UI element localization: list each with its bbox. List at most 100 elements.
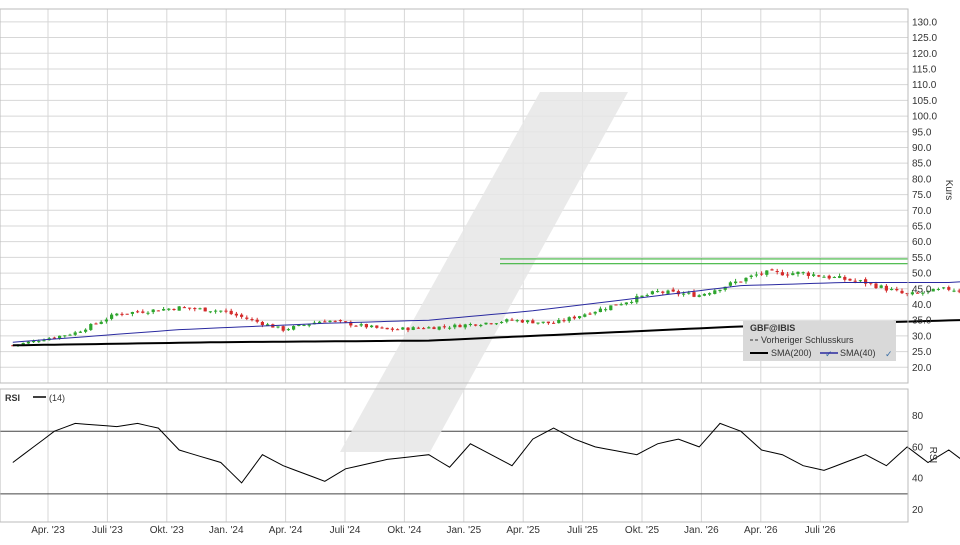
candle-body [442, 326, 446, 328]
candle-body [500, 321, 504, 323]
candle-body [713, 290, 717, 294]
candle-body [416, 327, 420, 329]
candle-body [188, 307, 192, 309]
candle-body [26, 341, 30, 344]
candle-body [739, 281, 743, 283]
candle-body [333, 320, 337, 322]
price-y-tick-label: 40.0 [912, 300, 932, 311]
candle-body [578, 316, 582, 319]
candle-body [234, 313, 238, 316]
candle-body [848, 278, 852, 281]
price-y-tick-label: 100.0 [912, 112, 937, 123]
candle-body [817, 275, 821, 277]
candle-body [73, 332, 77, 335]
candle-body [203, 307, 207, 312]
candle-body [484, 322, 488, 325]
x-tick-label: Jan. '25 [446, 525, 481, 536]
candle-body [130, 311, 134, 314]
candle-body [734, 281, 738, 284]
legend-prev-close: Vorheriger Schlusskurs [761, 335, 854, 345]
sma200-line [12, 319, 960, 347]
candle-body [775, 270, 779, 272]
candle-body [526, 320, 530, 323]
candle-body [182, 307, 186, 309]
price-y-tick-label: 75.0 [912, 190, 932, 201]
candle-body [656, 291, 660, 293]
candle-body [552, 322, 556, 324]
x-tick-label: Jan. '24 [209, 525, 244, 536]
candle-body [84, 329, 88, 332]
candle-body [796, 271, 800, 275]
candle-body [390, 328, 394, 330]
candle-body [58, 335, 62, 339]
axes: Apr. '23 Juli '23 Okt. '23 Jan. '24 Apr. '24… [0, 8, 937, 536]
price-y-tick-label: 20.0 [912, 363, 932, 374]
rsi-y-tick-label: 20 [912, 505, 924, 516]
candle-body [557, 319, 561, 324]
legend-sma200-check[interactable]: ✓ [825, 349, 833, 359]
candle-body [957, 290, 960, 292]
x-tick-label: Juli '24 [330, 525, 361, 536]
candle-body [453, 324, 457, 328]
legend: GBF@IBIS Vorheriger Schlusskurs SMA(200)… [743, 321, 896, 361]
candle-body [489, 323, 493, 325]
candle-body [765, 270, 769, 275]
candle-body [536, 322, 540, 324]
candle-body [510, 319, 514, 321]
candle-body [338, 320, 342, 322]
price-y-tick-label: 30.0 [912, 331, 932, 342]
candle-body [177, 306, 181, 311]
candle-body [250, 319, 254, 321]
candle-body [593, 311, 597, 314]
candle-body [791, 273, 795, 276]
candle-body [396, 329, 400, 331]
candle-body [697, 295, 701, 297]
indicator-lines [12, 258, 960, 484]
candle-body [827, 275, 831, 279]
candle-body [208, 311, 212, 313]
watermark [340, 92, 628, 452]
candle-body [531, 320, 535, 324]
candle-body [474, 324, 478, 326]
candle-body [370, 325, 374, 328]
candle-body [266, 324, 270, 326]
candle-body [869, 282, 873, 284]
candle-body [921, 292, 925, 294]
candle-body [385, 327, 389, 330]
candle-body [890, 289, 894, 291]
price-y-tick-label: 90.0 [912, 143, 932, 154]
candle-body [884, 285, 888, 291]
candle-body [650, 291, 654, 295]
candle-body [156, 310, 160, 312]
candle-body [375, 325, 379, 328]
candle-body [801, 272, 805, 274]
candle-body [505, 319, 509, 322]
candle-body [952, 290, 956, 292]
candle-body [94, 323, 98, 325]
candle-body [286, 329, 290, 331]
candle-body [349, 321, 353, 326]
candle-body [193, 308, 197, 310]
candle-body [910, 292, 914, 295]
candle-body [926, 290, 930, 292]
x-tick-label: Jan. '26 [684, 525, 719, 536]
candle-body [947, 287, 951, 290]
legend-sma40-check[interactable]: ✓ [885, 349, 893, 359]
candle-body [744, 277, 748, 282]
candle-body [838, 276, 842, 278]
candle-body [494, 323, 498, 325]
candle-body [567, 317, 571, 322]
sma40-line [12, 281, 960, 343]
price-y-tick-label: 105.0 [912, 96, 937, 107]
candle-body [125, 313, 129, 315]
candle-body [942, 287, 946, 289]
candle-body [572, 316, 576, 319]
candle-body [858, 280, 862, 282]
candle-body [749, 275, 753, 277]
candle-body [432, 327, 436, 330]
candle-body [172, 308, 176, 311]
candle-body [702, 293, 706, 296]
candle-body [151, 309, 155, 313]
legend-sma200: SMA(200) [771, 348, 812, 358]
candle-body [120, 313, 124, 315]
